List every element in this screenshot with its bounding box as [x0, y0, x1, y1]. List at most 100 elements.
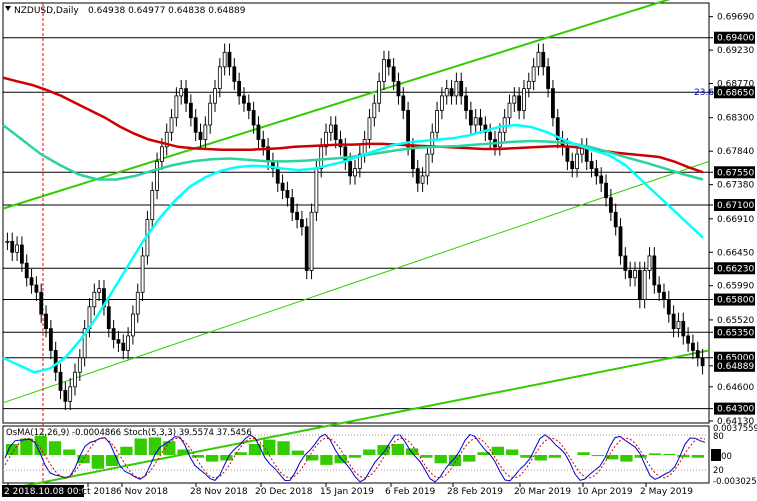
osma-bar: [477, 452, 490, 455]
candle-body: [193, 117, 198, 133]
time-tick-label: 6 Nov 2018: [116, 487, 168, 497]
candle-body: [362, 139, 367, 155]
price-tick-label: 0.64600: [717, 383, 754, 393]
candle-body: [275, 168, 280, 184]
channel-line: [2, 160, 710, 404]
candle-body: [435, 110, 439, 133]
indicator-panel-frame: [2, 425, 710, 484]
candle-body: [82, 328, 87, 359]
chart-header: NZDUSD,Daily 0.64938 0.64977 0.64838 0.6…: [5, 6, 246, 16]
price-label-bg: [714, 199, 755, 211]
ohlc-label: 0.64938 0.64977 0.64838 0.64889: [88, 6, 246, 16]
osma-bar: [20, 438, 33, 455]
osma-bar: [6, 444, 19, 455]
price-tick-label: 0.69230: [717, 46, 754, 56]
candle-body: [198, 131, 203, 140]
osma-bar: [334, 455, 347, 464]
indicator-value-marker: [711, 449, 721, 461]
candle-body: [126, 335, 131, 351]
candle-body: [570, 160, 575, 170]
candle-body: [628, 270, 633, 279]
candle-body: [217, 66, 222, 90]
candle-body: [338, 139, 343, 148]
candle-body: [333, 124, 338, 140]
candle-body: [497, 131, 502, 148]
candle-body: [420, 175, 425, 184]
candle-body: [637, 270, 642, 300]
candle-body: [68, 386, 73, 402]
candle-body: [449, 88, 454, 97]
candle-body: [444, 88, 449, 97]
candle-body: [507, 102, 512, 119]
time-tick-label: 2 2018.10.08 00:00: [4, 487, 93, 497]
candle-body: [657, 284, 662, 293]
price-tick-label: 0.65000: [717, 354, 754, 364]
candle-body: [681, 320, 686, 337]
osma-bar: [491, 446, 504, 455]
candle-body: [111, 328, 116, 340]
candle-body: [44, 313, 48, 330]
price-label-bg: [714, 86, 755, 99]
candle-body: [343, 146, 348, 162]
candle-body: [261, 139, 266, 148]
indicator-tick-label: 0.0037559: [713, 424, 757, 434]
candle-body: [517, 95, 522, 111]
osma-bar: [263, 439, 276, 455]
price-tick-label: 0.65990: [717, 282, 754, 292]
price-panel-frame: [2, 2, 710, 424]
candle-body: [454, 80, 459, 97]
header-arrow-icon: [5, 6, 11, 11]
price-candles: [5, 43, 705, 411]
osma-bar: [434, 455, 447, 464]
osma-bar: [577, 452, 590, 455]
fib-level-label: 23.6: [694, 88, 714, 98]
time-tick-label: 20 Mar 2019: [514, 487, 571, 497]
candle-body: [531, 66, 536, 82]
candle-body: [131, 313, 135, 337]
candle-body: [647, 255, 652, 271]
osma-header-label: OsMA(12,26,9) -0.0004866 Stoch(5,3,3) 39…: [6, 428, 252, 438]
osma-bar: [34, 435, 47, 455]
osma-bar: [420, 455, 433, 458]
candle-body: [372, 102, 377, 119]
candle-body: [324, 131, 328, 148]
candle-body: [386, 59, 391, 68]
candle-body: [150, 190, 155, 220]
candle-body: [391, 66, 396, 82]
candle-body: [623, 255, 628, 271]
symbol-label: NZDUSD,Daily: [14, 6, 79, 16]
candle-body: [575, 153, 579, 170]
candle-body: [473, 117, 478, 126]
osma-bar: [448, 455, 462, 466]
candle-body: [555, 117, 560, 140]
candle-body: [541, 51, 546, 68]
indicator-tick-label: -0.003025: [713, 477, 757, 487]
candle-body: [666, 299, 671, 315]
candle-body: [695, 350, 700, 359]
ema-teal-line: [2, 124, 704, 181]
candle-body: [464, 95, 468, 111]
time-tick-label: 10 Apr 2019: [577, 487, 633, 497]
candle-body: [222, 51, 227, 68]
candle-body: [97, 288, 102, 293]
osma-bar: [677, 455, 690, 458]
price-tick-label: 0.64300: [717, 405, 754, 415]
candle-body: [10, 240, 15, 253]
candle-body: [140, 255, 145, 293]
candle-body: [304, 226, 309, 271]
candle-body: [618, 226, 623, 257]
price-label-bg: [714, 326, 755, 339]
candle-body: [642, 270, 647, 300]
osma-bar: [663, 453, 676, 455]
stochastic-main-line: [4, 433, 706, 483]
price-label-bg: [714, 293, 755, 306]
candle-body: [594, 168, 599, 177]
candle-body: [169, 117, 174, 133]
candle-body: [280, 182, 285, 191]
candle-body: [63, 390, 68, 402]
candle-body: [459, 80, 464, 97]
